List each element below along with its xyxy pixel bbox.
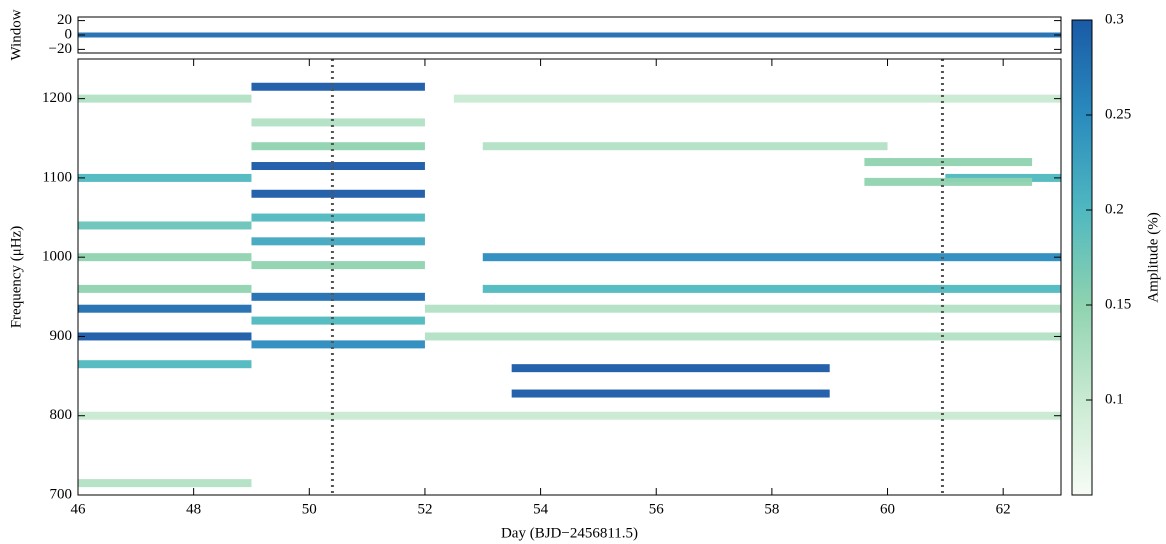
x-tick-label: 54	[533, 501, 549, 517]
x-tick-label: 60	[880, 501, 895, 517]
frequency-track	[511, 389, 830, 398]
frequency-track	[78, 32, 1061, 38]
y-tick-label: 20	[57, 12, 72, 28]
frequency-track	[78, 360, 252, 369]
frequency-track	[453, 94, 1061, 103]
frequency-track	[78, 284, 252, 293]
frequency-track	[251, 237, 425, 246]
y-tick-label: −20	[49, 41, 72, 57]
y-tick-label: 1200	[42, 90, 72, 106]
axes-frame	[77, 58, 1062, 496]
x-tick-label: 52	[417, 501, 432, 517]
y-tick-label: 1100	[43, 169, 72, 185]
frequency-track	[251, 261, 425, 270]
x-tick-label: 50	[302, 501, 317, 517]
frequency-track	[78, 253, 252, 262]
plot-area	[78, 59, 1061, 495]
y-axis-label: Window	[8, 9, 24, 60]
y-axis-label: Frequency (μHz)	[8, 226, 24, 329]
frequency-track	[78, 94, 252, 103]
frequency-track	[78, 304, 252, 313]
y-tick-label: 700	[50, 486, 73, 502]
y-tick-label: 1000	[42, 249, 72, 265]
frequency-track	[78, 173, 252, 182]
x-tick-label: 48	[186, 501, 201, 517]
frequency-track	[251, 316, 425, 325]
y-tick-label: 0	[65, 26, 73, 42]
frequency-track	[424, 304, 1061, 313]
frequency-track	[251, 118, 425, 127]
y-tick-label: 900	[50, 328, 73, 344]
colorbar-label: Amplitude (%)	[1145, 212, 1161, 302]
frequency-track	[251, 162, 425, 171]
y-tick-label: 800	[50, 407, 73, 423]
frequency-track	[482, 142, 888, 151]
colorbar-tick-label: 0.2	[1105, 201, 1124, 217]
colorbar-tick-label: 0.25	[1105, 106, 1131, 122]
frequency-track	[482, 253, 1061, 262]
frequency-track	[251, 292, 425, 301]
colorbar-tick-label: 0.1	[1105, 391, 1124, 407]
colorbar	[1071, 19, 1093, 496]
x-tick-label: 62	[996, 501, 1011, 517]
frequency-track	[251, 82, 425, 91]
frequency-track	[864, 177, 1033, 186]
frequency-track	[251, 142, 425, 151]
frequency-track	[78, 332, 252, 341]
frequency-track	[511, 364, 830, 373]
x-axis-label: Day (BJD−2456811.5)	[501, 525, 638, 541]
frequency-track	[251, 340, 425, 349]
x-tick-label: 46	[71, 501, 87, 517]
plot-area	[78, 32, 1061, 38]
frequency-track	[424, 332, 1061, 341]
frequency-track	[482, 284, 1061, 293]
x-tick-label: 58	[764, 501, 779, 517]
frequency-track	[251, 189, 425, 198]
frequency-track	[78, 479, 252, 488]
frequency-track	[251, 213, 425, 222]
colorbar-tick-label: 0.3	[1105, 11, 1124, 27]
frequency-track	[78, 411, 1061, 420]
colorbar-tick-label: 0.15	[1105, 296, 1131, 312]
x-tick-label: 56	[649, 501, 665, 517]
frequency-track	[864, 158, 1033, 167]
frequency-track	[78, 221, 252, 230]
